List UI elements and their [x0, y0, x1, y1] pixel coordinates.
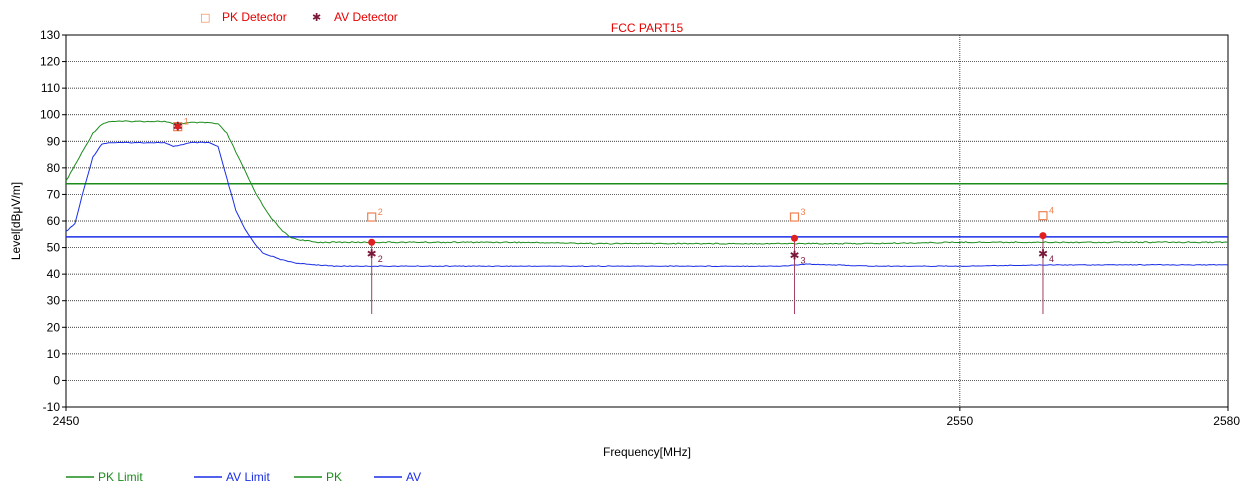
series-pk-line: [65, 120, 1229, 245]
marker-id-label: 2: [378, 207, 383, 217]
y-tick-label: 130: [40, 28, 60, 42]
y-tick-label: 100: [40, 108, 60, 122]
series-av-line: [65, 141, 1229, 268]
legend-label: PK: [326, 470, 342, 484]
marker-id-label: 1: [184, 117, 189, 127]
av-detector-marker: ✱: [1038, 247, 1048, 261]
x-axis-label: Frequency[MHz]: [603, 445, 691, 459]
y-tick-label: 10: [47, 347, 61, 361]
av-detector-marker: ✱: [789, 249, 799, 263]
x-tick-label: 2580: [1213, 414, 1240, 428]
av-detector-marker: ✱: [367, 247, 377, 261]
legend-label: AV: [406, 470, 421, 484]
x-tick-label: 2550: [946, 414, 973, 428]
legend-label: AV Limit: [226, 470, 270, 484]
marker-measured-dot: [790, 234, 798, 242]
marker-id-label: 4: [1049, 206, 1054, 216]
pk-detector-marker: [173, 122, 183, 132]
y-tick-label: 70: [47, 187, 61, 201]
series-legend: PK Limit AV Limit PK AV: [66, 470, 421, 484]
detector-legend-symbol: ✱: [312, 11, 321, 24]
marker-id-label: 4: [1049, 254, 1054, 264]
trace-lines: [65, 120, 1229, 268]
pk-detector-marker: [367, 212, 377, 222]
y-tick-label: 120: [40, 55, 60, 69]
y-tick-label: 90: [47, 134, 61, 148]
grid: [66, 35, 1228, 407]
legend-label: PK Limit: [98, 470, 143, 484]
chart-title: FCC PART15: [611, 21, 684, 35]
limit-lines: [66, 183, 1228, 238]
marker-id-label: 2: [378, 254, 383, 264]
detector-legend-label: PK Detector: [222, 10, 287, 24]
x-tick-label: 2450: [53, 414, 80, 428]
marker-measured-dot: [368, 238, 376, 246]
marker-id-label: 3: [800, 207, 805, 217]
y-tick-label: 60: [47, 214, 61, 228]
y-tick-label: 40: [47, 267, 61, 281]
pk-detector-marker: [789, 212, 800, 222]
y-tick-label: 30: [47, 294, 61, 308]
detector-legend: □ PK Detector ✱ AV Detector: [200, 10, 398, 24]
y-tick-label: 50: [47, 241, 61, 255]
y-tick-label: 0: [53, 373, 60, 387]
x-axis-ticks: 2450 2550 2580: [53, 407, 1240, 428]
y-tick-label: 110: [41, 81, 60, 95]
y-axis-ticks: -10 0 10 20 30 40 50 60 70 80 90 100 110 120 130: [40, 28, 66, 414]
pk-detector-marker: [1038, 211, 1048, 221]
measurement-markers: ✱1✱22✱33✱44: [173, 117, 1054, 314]
y-tick-label: -10: [43, 400, 61, 414]
marker-measured-dot: [1039, 232, 1047, 240]
detector-legend-symbol: □: [200, 11, 210, 24]
y-axis-label: Level[dBμV/m]: [9, 182, 23, 260]
marker-measured-dot: [174, 123, 181, 130]
marker-id-label: 3: [800, 256, 805, 266]
y-tick-label: 20: [47, 320, 61, 334]
y-tick-label: 80: [47, 161, 61, 175]
detector-legend-label: AV Detector: [334, 10, 398, 24]
